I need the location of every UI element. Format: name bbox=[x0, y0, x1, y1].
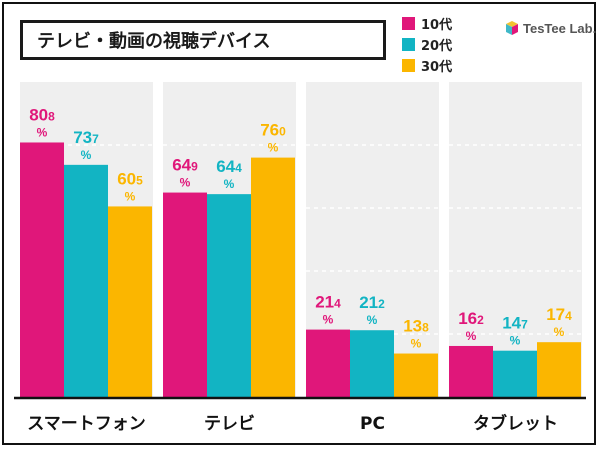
chart-title: テレビ・動画の視聴デバイス bbox=[20, 20, 386, 60]
bar-30s bbox=[108, 206, 152, 397]
data-label-unit: % bbox=[554, 325, 565, 339]
legend-swatch-30s bbox=[402, 58, 415, 72]
legend: 10代 20代 30代 bbox=[402, 14, 452, 77]
chart-title-text: テレビ・動画の視聴デバイス bbox=[37, 31, 271, 52]
data-label: 174 bbox=[546, 305, 572, 324]
category-label: PC bbox=[360, 414, 385, 434]
legend-label-20s: 20代 bbox=[421, 38, 453, 54]
bar-10s bbox=[163, 192, 207, 397]
data-label-unit: % bbox=[411, 337, 422, 351]
category-label: タブレット bbox=[473, 413, 558, 434]
data-label-unit: % bbox=[367, 313, 378, 327]
data-label: 808 bbox=[29, 105, 55, 124]
legend-item-30s: 30代 bbox=[402, 56, 453, 75]
cube-logo-icon bbox=[506, 21, 518, 35]
bar-20s bbox=[350, 330, 394, 397]
chart-frame bbox=[2, 2, 596, 445]
legend-item-10s: 10代 bbox=[402, 14, 453, 33]
bar-30s bbox=[251, 157, 295, 397]
data-label: 649 bbox=[172, 156, 198, 175]
data-label: 147 bbox=[502, 314, 528, 333]
legend-label-30s: 30代 bbox=[421, 59, 453, 75]
data-label: 760 bbox=[260, 121, 286, 140]
bar-20s bbox=[493, 350, 537, 397]
data-label: 737 bbox=[73, 128, 99, 147]
data-label-unit: % bbox=[125, 189, 136, 203]
logo-text: TesTee Lab. bbox=[523, 20, 597, 36]
data-label-unit: % bbox=[323, 313, 334, 327]
legend-label-10s: 10代 bbox=[421, 17, 453, 33]
data-label: 162 bbox=[458, 309, 484, 328]
data-label-unit: % bbox=[466, 329, 477, 343]
data-label: 644 bbox=[216, 157, 242, 176]
legend-swatch-20s bbox=[402, 37, 415, 51]
bar-10s bbox=[20, 142, 64, 397]
data-label-unit: % bbox=[37, 125, 48, 139]
data-label: 138 bbox=[403, 317, 429, 336]
data-label: 214 bbox=[315, 293, 341, 312]
data-label-unit: % bbox=[180, 176, 191, 190]
bar-10s bbox=[449, 345, 493, 397]
data-label-unit: % bbox=[224, 177, 235, 191]
category-label: スマートフォン bbox=[27, 414, 146, 434]
data-label-unit: % bbox=[81, 148, 92, 162]
bar-30s bbox=[537, 342, 581, 397]
bar-20s bbox=[207, 194, 251, 397]
bar-10s bbox=[306, 329, 350, 397]
data-label: 605 bbox=[117, 169, 143, 188]
legend-item-20s: 20代 bbox=[402, 35, 453, 54]
category-label: テレビ bbox=[204, 414, 255, 434]
data-label-unit: % bbox=[510, 334, 521, 348]
legend-swatch-10s bbox=[402, 16, 415, 30]
bar-30s bbox=[394, 353, 438, 397]
data-label: 212 bbox=[359, 293, 385, 312]
data-label-unit: % bbox=[268, 141, 279, 155]
bar-20s bbox=[64, 164, 108, 397]
brand-logo: TesTee Lab. bbox=[505, 20, 596, 36]
